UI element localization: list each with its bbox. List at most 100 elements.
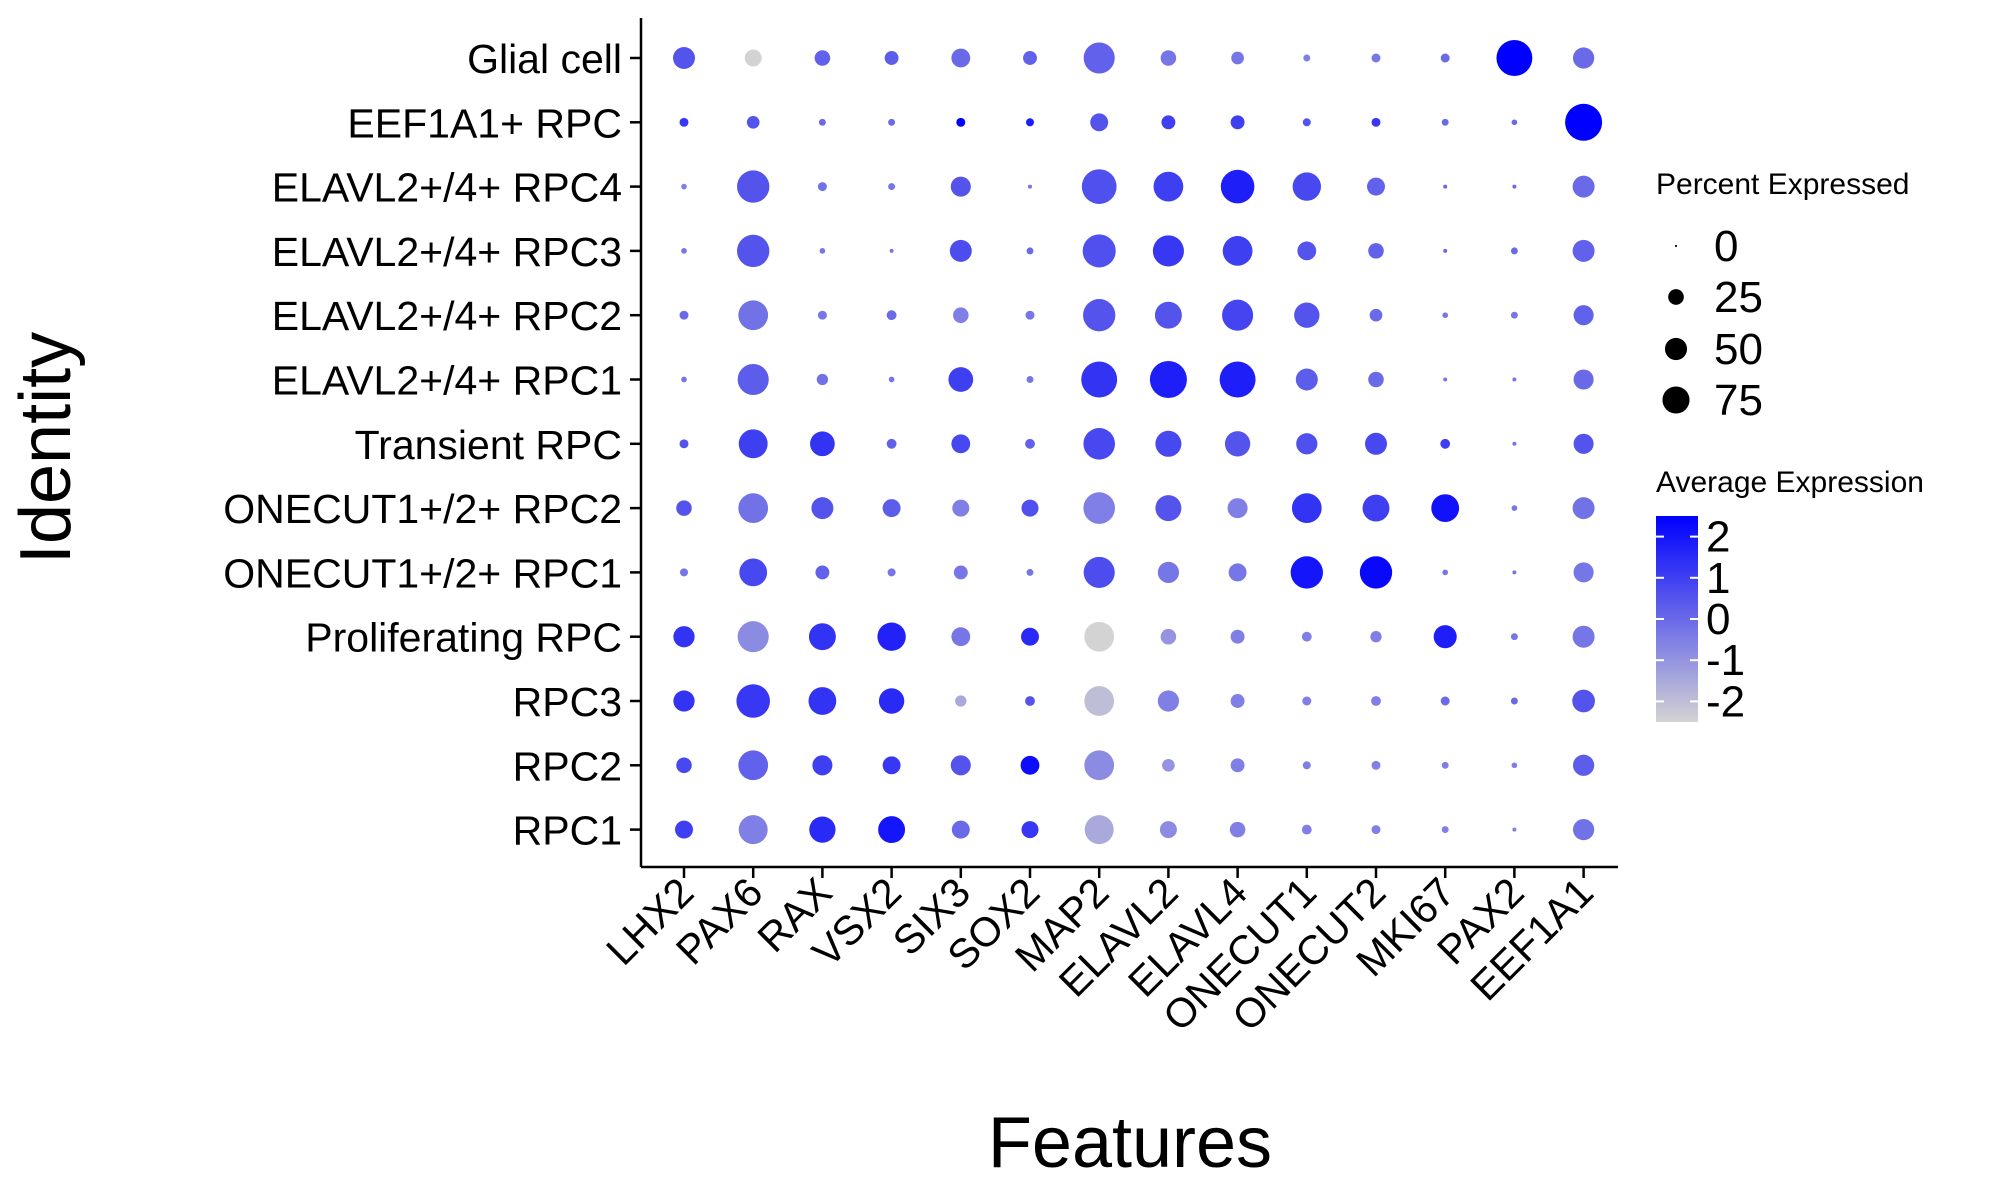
y-tick-label: ELAVL2+/4+ RPC4	[272, 165, 622, 211]
dot-mark	[955, 695, 967, 707]
dot-mark	[819, 248, 826, 254]
dot-mark	[1303, 54, 1311, 62]
dots	[673, 40, 1603, 845]
dot-mark	[1441, 761, 1449, 769]
size-legend-dot	[1674, 244, 1678, 248]
dot-mark	[1081, 361, 1118, 398]
dot-mark	[808, 623, 836, 651]
size-legend-label: 25	[1714, 273, 1763, 322]
dot-mark	[1228, 563, 1247, 582]
dot-mark	[1083, 42, 1115, 74]
dot-mark	[949, 239, 972, 262]
y-tick-label: RPC1	[513, 808, 622, 854]
dot-mark	[1157, 690, 1180, 712]
dot-mark	[1026, 568, 1034, 576]
color-legend-label: 0	[1706, 595, 1730, 644]
y-tick-labels: Glial cell EEF1A1+ RPC ELAVL2+/4+ RPC4 ELAV…	[223, 36, 622, 854]
dot-mark	[1297, 241, 1317, 261]
dot-mark	[888, 183, 896, 191]
dot-mark	[1021, 627, 1039, 646]
dot-mark	[1512, 441, 1517, 446]
dot-mark	[878, 816, 906, 844]
dot-mark	[1083, 299, 1116, 332]
size-legend-label: 75	[1714, 376, 1763, 425]
dot-mark	[1512, 827, 1517, 832]
dot-mark	[948, 367, 974, 392]
dot-mark	[737, 363, 769, 396]
dot-mark	[1023, 51, 1037, 65]
dot-mark	[1511, 505, 1518, 511]
dot-mark	[746, 115, 760, 129]
y-tick-label: RPC2	[513, 743, 622, 789]
dot-mark	[1027, 184, 1033, 189]
dot-mark	[1573, 369, 1594, 390]
dot-mark	[1082, 234, 1116, 268]
dot-mark	[1367, 177, 1385, 196]
dot-mark	[1573, 305, 1594, 326]
dot-mark	[1301, 824, 1312, 835]
dot-mark	[1294, 302, 1320, 328]
dot-mark	[1441, 118, 1449, 126]
dot-mark	[738, 815, 768, 845]
dot-mark	[1155, 430, 1182, 457]
dot-mark	[951, 434, 971, 454]
dot-mark	[1302, 761, 1311, 770]
dot-mark	[1021, 821, 1039, 839]
dot-mark	[1149, 361, 1187, 398]
dot-mark	[1222, 299, 1254, 331]
dot-mark	[676, 500, 692, 516]
dot-mark	[737, 621, 769, 653]
dot-mark	[1572, 689, 1595, 713]
size-legend-title: Percent Expressed	[1656, 168, 1909, 201]
color-legend-title: Average Expression	[1656, 466, 1924, 499]
dot-mark	[886, 438, 897, 449]
dot-mark	[1295, 368, 1318, 391]
dot-mark	[738, 750, 769, 781]
size-legend-dot	[1664, 337, 1688, 361]
dot-mark	[817, 182, 827, 192]
dot-mark	[952, 499, 970, 517]
dot-mark	[1162, 758, 1175, 772]
dot-mark	[1440, 53, 1450, 63]
dot-mark	[1020, 755, 1040, 775]
dot-mark	[1572, 818, 1595, 841]
y-tick-label: Transient RPC	[355, 422, 622, 468]
dot-mark	[1572, 47, 1595, 69]
dot-mark	[817, 310, 827, 320]
dot-mark	[675, 820, 693, 839]
dot-mark	[811, 497, 834, 520]
dot-mark	[1229, 821, 1246, 838]
dot-mark	[1160, 628, 1177, 645]
dot-mark	[808, 687, 837, 715]
y-tick-label: RPC3	[513, 679, 622, 725]
dot-mark	[953, 565, 968, 580]
dot-mark	[1441, 826, 1449, 834]
dot-mark	[888, 118, 896, 126]
dot-mark	[738, 300, 769, 331]
dot-mark	[884, 51, 899, 65]
dot-mark	[1371, 117, 1381, 127]
dot-mark	[1433, 625, 1457, 649]
dot-mark	[738, 493, 769, 523]
dot-mark	[1512, 570, 1517, 575]
dot-mark	[1220, 169, 1255, 204]
dot-mark	[1365, 432, 1387, 455]
dot-mark	[1565, 103, 1603, 141]
dot-mark	[1084, 815, 1114, 845]
dot-mark	[951, 627, 971, 647]
dot-mark	[1371, 696, 1381, 706]
size-legend-label: 50	[1714, 325, 1763, 374]
dot-mark	[673, 626, 695, 648]
dot-mark	[673, 47, 695, 69]
dot-mark	[1231, 51, 1244, 65]
dot-mark	[1084, 686, 1115, 716]
dot-mark	[814, 50, 831, 66]
dot-mark	[815, 565, 830, 580]
y-tick-label: ELAVL2+/4+ RPC2	[272, 293, 622, 339]
dot-mark	[1443, 248, 1448, 253]
dot-mark	[1510, 633, 1518, 641]
dot-mark	[1369, 308, 1383, 322]
